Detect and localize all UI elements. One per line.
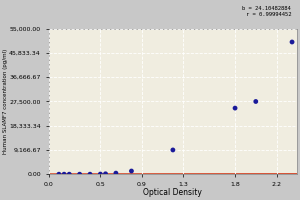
X-axis label: Optical Density: Optical Density bbox=[143, 188, 202, 197]
Text: b = 24.10482884
r = 0.99994452: b = 24.10482884 r = 0.99994452 bbox=[242, 6, 291, 17]
Point bbox=[290, 40, 294, 44]
Point bbox=[233, 106, 238, 110]
Point bbox=[56, 173, 61, 176]
Point bbox=[170, 148, 175, 152]
Point bbox=[77, 173, 82, 176]
Point bbox=[88, 173, 92, 176]
Point bbox=[98, 172, 103, 176]
Point bbox=[103, 172, 108, 175]
Point bbox=[254, 100, 258, 103]
Y-axis label: Human SLAMF7 concentration (pg/ml): Human SLAMF7 concentration (pg/ml) bbox=[3, 49, 8, 154]
Point bbox=[62, 173, 67, 176]
Point bbox=[67, 173, 72, 176]
Point bbox=[129, 169, 134, 173]
Point bbox=[113, 172, 118, 175]
